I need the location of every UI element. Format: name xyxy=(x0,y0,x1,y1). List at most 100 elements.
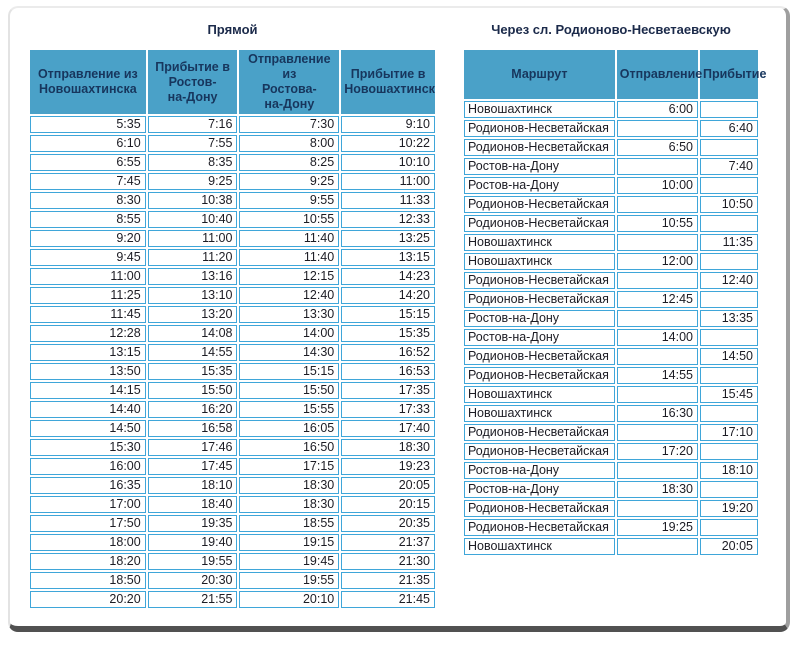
time-cell: 9:25 xyxy=(239,173,340,190)
time-cell: 14:00 xyxy=(239,325,340,342)
table-row: Родионов-Несветайская 14:50 xyxy=(464,348,758,365)
time-cell: 9:25 xyxy=(147,173,238,190)
table-row: Ростов-на-Дону 10:00 xyxy=(464,177,758,194)
time-cell xyxy=(616,500,698,517)
time-cell: 20:10 xyxy=(239,591,340,608)
time-cell: 19:25 xyxy=(616,519,698,536)
table-row: 13:50 15:35 15:15 16:53 xyxy=(30,363,435,380)
time-cell: 7:40 xyxy=(699,158,758,175)
route-cell: Родионов-Несветайская xyxy=(464,367,615,384)
time-cell: 18:30 xyxy=(239,496,340,513)
time-cell: 18:30 xyxy=(239,477,340,494)
route-cell: Новошахтинск xyxy=(464,538,615,555)
table-row: 5:35 7:16 7:30 9:10 xyxy=(30,116,435,133)
time-cell: 13:50 xyxy=(30,363,146,380)
table-row: 9:45 11:20 11:40 13:15 xyxy=(30,249,435,266)
time-cell: 12:40 xyxy=(699,272,758,289)
time-cell: 11:25 xyxy=(30,287,146,304)
time-cell: 11:35 xyxy=(699,234,758,251)
time-cell: 18:10 xyxy=(699,462,758,479)
route-cell: Родионов-Несветайская xyxy=(464,215,615,232)
table-row: 14:40 16:20 15:55 17:33 xyxy=(30,401,435,418)
time-cell: 19:55 xyxy=(147,553,238,570)
time-cell: 19:35 xyxy=(147,515,238,532)
table-row: 11:45 13:20 13:30 15:15 xyxy=(30,306,435,323)
table-row: Родионов-Несветайская 10:55 xyxy=(464,215,758,232)
time-cell: 16:35 xyxy=(30,477,146,494)
time-cell: 15:50 xyxy=(147,382,238,399)
time-cell: 14:30 xyxy=(239,344,340,361)
table-row: 18:20 19:55 19:45 21:30 xyxy=(30,553,435,570)
time-cell: 9:55 xyxy=(239,192,340,209)
route-cell: Родионов-Несветайская xyxy=(464,196,615,213)
time-cell: 8:55 xyxy=(30,211,146,228)
table-row: 18:50 20:30 19:55 21:35 xyxy=(30,572,435,589)
table-row: Новошахтинск 12:00 xyxy=(464,253,758,270)
time-cell: 15:35 xyxy=(341,325,435,342)
time-cell xyxy=(699,519,758,536)
time-cell: 14:55 xyxy=(616,367,698,384)
time-cell: 16:50 xyxy=(239,439,340,456)
direct-header-row: Отправление из Новошахтинска Прибытие в … xyxy=(30,50,435,114)
route-cell: Ростов-на-Дону xyxy=(464,462,615,479)
time-cell: 14:40 xyxy=(30,401,146,418)
time-cell: 17:45 xyxy=(147,458,238,475)
column-header-arrival-novoshakhtinsk: Прибытие в Новошахтинск xyxy=(341,50,435,114)
time-cell: 10:38 xyxy=(147,192,238,209)
time-cell: 19:55 xyxy=(239,572,340,589)
time-cell: 10:22 xyxy=(341,135,435,152)
table-row: Родионов-Несветайская 17:20 xyxy=(464,443,758,460)
route-cell: Ростов-на-Дону xyxy=(464,158,615,175)
column-header-arrival: Прибытие xyxy=(699,50,766,99)
time-cell: 18:50 xyxy=(30,572,146,589)
table-row: 14:50 16:58 16:05 17:40 xyxy=(30,420,435,437)
time-cell: 15:50 xyxy=(239,382,340,399)
time-cell: 11:45 xyxy=(30,306,146,323)
time-cell: 14:20 xyxy=(341,287,435,304)
time-cell: 21:37 xyxy=(341,534,435,551)
time-cell: 11:00 xyxy=(147,230,238,247)
route-cell: Ростов-на-Дону xyxy=(464,481,615,498)
route-cell: Новошахтинск xyxy=(464,386,615,403)
table-row: 6:10 7:55 8:00 10:22 xyxy=(30,135,435,152)
time-cell: 19:45 xyxy=(239,553,340,570)
via-timetable: Маршрут Отправление Прибытие Новошахтинс… xyxy=(462,48,766,557)
time-cell: 10:55 xyxy=(239,211,340,228)
table-row: 8:55 10:40 10:55 12:33 xyxy=(30,211,435,228)
time-cell: 11:00 xyxy=(30,268,146,285)
time-cell: 20:20 xyxy=(30,591,146,608)
time-cell: 20:30 xyxy=(147,572,238,589)
table-row: 16:35 18:10 18:30 20:05 xyxy=(30,477,435,494)
route-cell: Родионов-Несветайская xyxy=(464,443,615,460)
time-cell: 14:23 xyxy=(341,268,435,285)
time-cell: 6:40 xyxy=(699,120,758,137)
time-cell: 17:35 xyxy=(341,382,435,399)
time-cell: 15:45 xyxy=(699,386,758,403)
column-header-departure-novoshakhtinsk: Отправление из Новошахтинска xyxy=(30,50,146,114)
table-row: 13:15 14:55 14:30 16:52 xyxy=(30,344,435,361)
route-cell: Ростов-на-Дону xyxy=(464,329,615,346)
route-cell: Родионов-Несветайская xyxy=(464,424,615,441)
time-cell: 14:55 xyxy=(147,344,238,361)
table-row: 11:25 13:10 12:40 14:20 xyxy=(30,287,435,304)
time-cell xyxy=(699,177,758,194)
table-row: Родионов-Несветайская 17:10 xyxy=(464,424,758,441)
time-cell xyxy=(616,196,698,213)
time-cell xyxy=(616,386,698,403)
time-cell: 18:30 xyxy=(616,481,698,498)
time-cell xyxy=(616,158,698,175)
table-row: Новошахтинск 15:45 xyxy=(464,386,758,403)
time-cell: 17:33 xyxy=(341,401,435,418)
column-header-departure: Отправление xyxy=(616,50,702,99)
table-row: 12:28 14:08 14:00 15:35 xyxy=(30,325,435,342)
time-cell: 18:10 xyxy=(147,477,238,494)
table-row: Ростов-на-Дону 13:35 xyxy=(464,310,758,327)
time-cell: 12:00 xyxy=(616,253,698,270)
time-cell: 17:50 xyxy=(30,515,146,532)
time-cell: 13:15 xyxy=(30,344,146,361)
time-cell: 13:30 xyxy=(239,306,340,323)
time-cell: 12:15 xyxy=(239,268,340,285)
time-cell: 13:16 xyxy=(147,268,238,285)
table-row: Родионов-Несветайская 12:40 xyxy=(464,272,758,289)
time-cell: 13:35 xyxy=(699,310,758,327)
